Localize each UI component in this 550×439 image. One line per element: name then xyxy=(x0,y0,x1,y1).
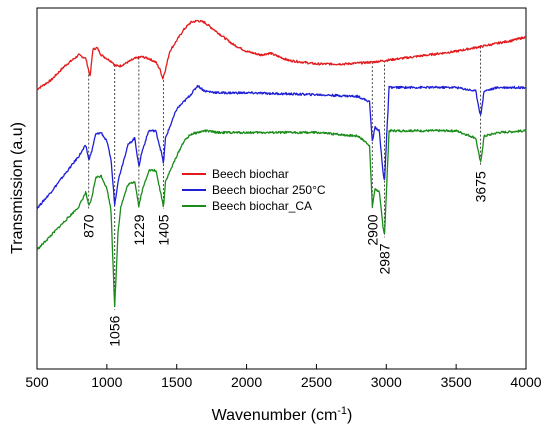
plot-frame xyxy=(36,7,527,370)
series-lines xyxy=(36,19,527,308)
x-tick-label: 1500 xyxy=(161,374,192,390)
peak-label: 1405 xyxy=(155,214,171,245)
x-tick-label: 3000 xyxy=(371,374,402,390)
peak-label: 2900 xyxy=(364,214,380,245)
legend-label: Beech biochar xyxy=(212,167,289,181)
x-tick-label: 500 xyxy=(25,374,49,390)
peak-label: 3675 xyxy=(473,171,489,202)
peak-label: 1229 xyxy=(131,214,147,245)
legend: Beech biochar Beech biochar 250°C Beech bi… xyxy=(182,167,326,213)
x-axis-ticks: 500 1000 1500 2000 2500 3000 3500 4000 xyxy=(25,364,542,390)
x-tick-label: 3500 xyxy=(441,374,472,390)
x-tick-label: 4000 xyxy=(510,374,541,390)
y-axis-title: Transmission (a.u) xyxy=(9,122,26,254)
series-line-3 xyxy=(36,129,527,308)
legend-label: Beech biochar_CA xyxy=(212,199,312,213)
x-axis-title: Wavenumber (cm-1) xyxy=(212,405,353,424)
series-line-1 xyxy=(36,19,527,90)
x-tick-label: 2500 xyxy=(301,374,332,390)
peak-label: 2987 xyxy=(377,243,393,274)
legend-label: Beech biochar 250°C xyxy=(212,183,326,197)
series-line-2 xyxy=(36,84,527,210)
x-axis-title-superscript: -1 xyxy=(337,405,347,417)
x-tick-label: 2000 xyxy=(231,374,262,390)
x-tick-label: 1000 xyxy=(91,374,122,390)
peak-label: 1056 xyxy=(107,315,123,346)
peak-label: 870 xyxy=(81,214,97,238)
